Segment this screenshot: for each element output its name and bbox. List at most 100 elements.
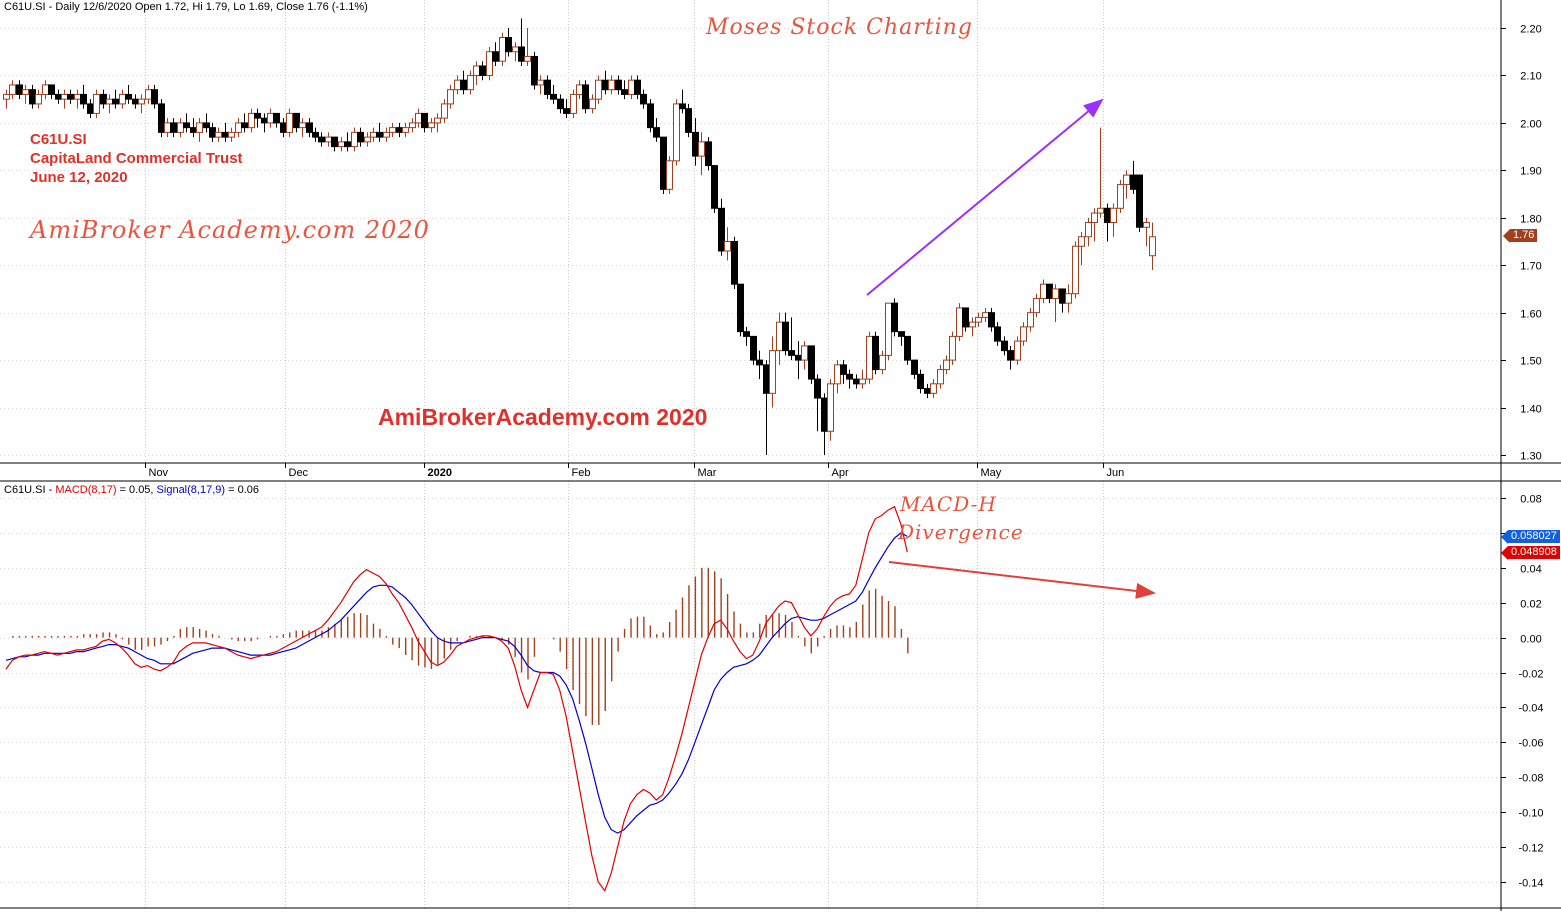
candle-body (42, 84, 49, 95)
candle-down (170, 118, 177, 138)
candle-down (602, 70, 609, 95)
date-label: June 12, 2020 (30, 169, 128, 186)
candle-body (428, 122, 435, 129)
candle-down (421, 112, 428, 133)
candle-body (891, 302, 898, 333)
candle-body (80, 93, 87, 105)
candle-body (1046, 283, 1053, 299)
candle-body (215, 131, 222, 138)
candle-body (499, 36, 506, 62)
candle-down (1001, 336, 1008, 356)
candle-body (441, 103, 448, 119)
last-price-tag: 1.76 (1510, 229, 1538, 242)
price-ytick-label: 1.70 (1520, 261, 1541, 273)
candle-down (731, 236, 738, 289)
candle-body (956, 307, 963, 337)
candle-up (698, 132, 705, 176)
candle-down (582, 80, 589, 114)
candle-down (132, 94, 139, 109)
macd-ytick-label: -0.14 (1518, 878, 1543, 890)
price-ytick-label: 2.20 (1520, 24, 1541, 36)
candle-up (409, 118, 416, 133)
candle-up (473, 61, 480, 85)
candle-body (724, 241, 731, 252)
candle-body (634, 79, 641, 95)
candle-up (325, 132, 332, 147)
candle-down (331, 136, 338, 152)
candle-body (570, 93, 577, 114)
candle-down (460, 70, 467, 95)
candle-body (357, 131, 364, 143)
candle-up (1072, 241, 1079, 299)
candle-down (254, 108, 261, 128)
candle-up (673, 99, 680, 166)
candle-body (1020, 326, 1027, 342)
macd-ytick-label: -0.08 (1518, 773, 1543, 785)
candle-body (1065, 293, 1072, 304)
candle-up (834, 360, 841, 394)
candle-body (331, 136, 338, 148)
candle-body (550, 93, 557, 100)
candle-body (879, 354, 886, 371)
ticker-label: C61U.SI (30, 131, 87, 148)
candle-up (937, 364, 944, 389)
candle-up (428, 118, 435, 133)
candle-down (293, 112, 300, 133)
candle-down (994, 322, 1001, 346)
candle-body (982, 312, 989, 318)
candle-up (93, 89, 100, 119)
candle-body (595, 79, 602, 100)
candle-body (1117, 184, 1124, 209)
candle-up (486, 46, 493, 81)
candle-body (248, 112, 255, 129)
candle-up (930, 379, 937, 399)
candle-up (1078, 232, 1085, 266)
candle-body (782, 321, 789, 352)
candle-up (383, 127, 390, 142)
candle-down (505, 28, 512, 57)
candle-down (718, 198, 725, 256)
signal-pointer (1501, 530, 1508, 544)
candle-body (544, 79, 551, 95)
candle-down (911, 359, 918, 380)
candle-body (454, 79, 461, 91)
x-tick-label: Feb (572, 467, 591, 479)
macd-pointer (1501, 546, 1508, 560)
company-label: CapitaLand Commercial Trust (30, 150, 243, 167)
macd-ytick-label: 0.08 (1520, 494, 1541, 506)
candle-up (106, 94, 113, 114)
price-header: C61U.SI - Daily 12/6/2020 Open 1.72, Hi … (4, 1, 368, 13)
candle-up (570, 89, 577, 119)
signal-series (5, 532, 908, 834)
candle-body (788, 350, 795, 356)
candle-down (917, 369, 924, 394)
candle-body (402, 127, 409, 133)
x-tick-label: Jun (1107, 467, 1125, 479)
candle-up (666, 156, 673, 195)
candle-up (982, 307, 989, 323)
candle-body (351, 131, 358, 148)
candle-body (376, 131, 383, 138)
candle-up (447, 84, 454, 109)
candle-body (640, 93, 647, 105)
candle-up (1033, 293, 1040, 318)
x-tick-label: May (981, 467, 1002, 479)
candle-body (306, 122, 313, 133)
candle-body (917, 373, 924, 390)
candle-body (74, 93, 81, 100)
candle-down (344, 132, 351, 152)
candle-body (769, 350, 776, 394)
candle-body (35, 93, 42, 105)
macd-header: C61U.SI - MACD(8,17) = 0.05, Signal(8,17… (4, 484, 259, 496)
candle-down (653, 118, 660, 142)
candle-down (544, 75, 551, 100)
macd-ytick-label: 0.02 (1520, 599, 1541, 611)
candle-up (441, 99, 448, 123)
candle-body (151, 89, 158, 105)
candle-down (222, 122, 229, 142)
candle-body (795, 354, 802, 361)
candle-up (1143, 217, 1150, 247)
candle-up (724, 227, 731, 261)
candle-down (705, 137, 712, 171)
candle-up (3, 89, 10, 109)
